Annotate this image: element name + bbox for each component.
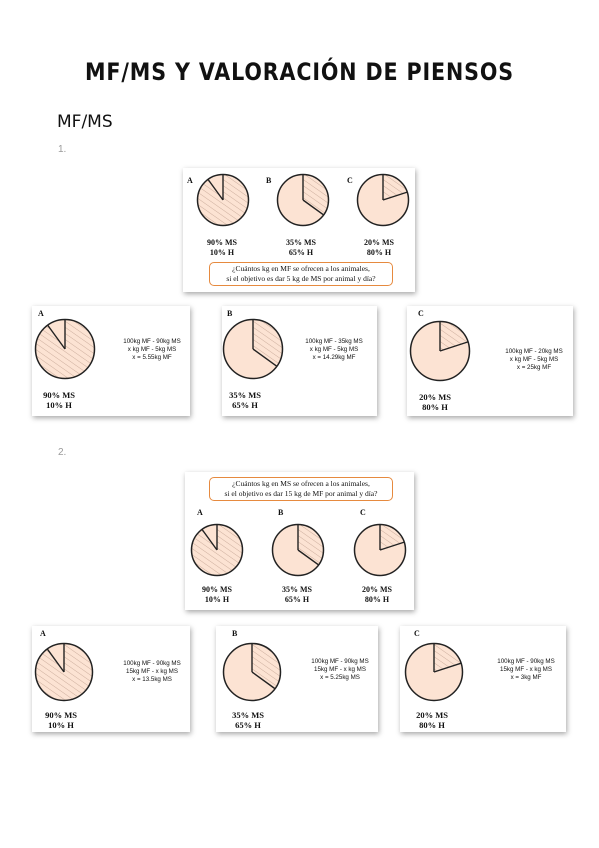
answer-caption: 35% MS 65% H — [229, 390, 261, 410]
question-number-2: 2. — [58, 447, 67, 458]
pie-answer — [404, 642, 464, 702]
option-letter-a: A — [187, 176, 193, 185]
pie-divider — [46, 648, 65, 673]
option-letter-c: C — [347, 176, 353, 185]
pie-divider — [382, 191, 408, 201]
answer-caption: 90% MS 10% H — [43, 390, 75, 410]
section-heading: MF/MS — [57, 112, 113, 132]
calculation: 100kg MF - 90kg MS x kg MF - 5kg MS x = 5.… — [123, 338, 181, 361]
pie-divider — [251, 671, 276, 690]
pie-outline — [34, 318, 96, 380]
pie-option-c — [353, 523, 407, 577]
answer-card-1a: A 100kg MF - 90kg MS x kg MF - 5kg MS x = … — [32, 306, 190, 416]
answer-letter: B — [232, 629, 238, 638]
question-card-1: A B C 90% MS 10% H 35% MS 65% H 20% MS 80% … — [183, 168, 415, 292]
pie-answer — [222, 318, 284, 380]
pie-outline — [196, 173, 250, 227]
pie-outline — [271, 523, 325, 577]
pie-answer — [34, 318, 96, 380]
option-caption-c: 20% MS 80% H — [362, 585, 392, 604]
pie-answer — [222, 642, 282, 702]
pie-outline — [409, 320, 471, 382]
pie-divider — [201, 528, 218, 551]
answer-card-1c: C 100kg MF - 20kg MS x kg MF - 5kg MS x = … — [407, 306, 573, 416]
pie-outline — [276, 173, 330, 227]
question-number-1: 1. — [58, 144, 67, 155]
question-box-2: ¿Cuántos kg en MS se ofrecen a los anima… — [209, 477, 393, 501]
pie-divider — [433, 662, 462, 673]
answer-card-1b: B 100kg MF - 35kg MS x kg MF - 5kg MS x = … — [222, 306, 377, 416]
pie-outline — [34, 642, 94, 702]
answer-letter: C — [414, 629, 420, 638]
pie-outline — [222, 318, 284, 380]
page-title: MF/MS Y VALORACIÓN DE PIENSOS — [85, 58, 514, 86]
pie-divider — [47, 324, 66, 350]
option-caption-a: 90% MS 10% H — [202, 585, 232, 604]
option-caption-c: 20% MS 80% H — [364, 238, 394, 257]
pie-outline — [404, 642, 464, 702]
calculation: 100kg MF - 35kg MS x kg MF - 5kg MS x = 14… — [305, 338, 363, 361]
pie-divider — [297, 549, 320, 566]
answer-letter: C — [418, 309, 424, 318]
pie-divider — [379, 541, 405, 551]
calculation: 100kg MF - 90kg MS 15kg MF - x kg MS x = 3… — [497, 658, 555, 681]
answer-caption: 35% MS 65% H — [232, 710, 264, 730]
pie-divider — [252, 348, 278, 367]
pie-divider — [207, 178, 224, 201]
calculation: 100kg MF - 90kg MS 15kg MF - x kg MS x = 1… — [123, 660, 181, 683]
answer-letter: B — [227, 309, 233, 318]
pie-slice-ms — [252, 643, 281, 689]
answer-letter: A — [40, 629, 46, 638]
pie-outline — [353, 523, 407, 577]
pie-outline — [356, 173, 410, 227]
option-letter-b: B — [266, 176, 272, 185]
pie-option-a — [196, 173, 250, 227]
pie-divider — [302, 199, 325, 216]
pie-answer — [34, 642, 94, 702]
question-card-2: ¿Cuántos kg en MS se ofrecen a los anima… — [185, 472, 414, 610]
option-letter-b: B — [278, 508, 284, 517]
answer-caption: 20% MS 80% H — [416, 710, 448, 730]
pie-option-b — [276, 173, 330, 227]
pie-outline — [222, 642, 282, 702]
option-letter-c: C — [360, 508, 366, 517]
answer-card-2a: A 100kg MF - 90kg MS 15kg MF - x kg MS x =… — [32, 626, 190, 732]
question-box-1: ¿Cuántos kg en MF se ofrecen a los anima… — [209, 262, 393, 286]
answer-letter: A — [38, 309, 44, 318]
pie-option-a — [190, 523, 244, 577]
pie-divider — [439, 341, 469, 352]
calculation: 100kg MF - 90kg MS 15kg MF - x kg MS x = 5… — [311, 658, 369, 681]
pie-slice-ms — [303, 174, 329, 215]
option-letter-a: A — [197, 508, 203, 517]
option-caption-a: 90% MS 10% H — [207, 238, 237, 257]
answer-card-2b: B 100kg MF - 90kg MS 15kg MF - x kg MS x =… — [216, 626, 378, 732]
pie-slice-ms — [298, 524, 324, 565]
pie-option-c — [356, 173, 410, 227]
answer-caption: 90% MS 10% H — [45, 710, 77, 730]
calculation: 100kg MF - 20kg MS x kg MF - 5kg MS x = 25… — [505, 348, 563, 371]
pie-outline — [190, 523, 244, 577]
pie-answer — [409, 320, 471, 382]
option-caption-b: 35% MS 65% H — [282, 585, 312, 604]
option-caption-b: 35% MS 65% H — [286, 238, 316, 257]
answer-card-2c: C 100kg MF - 90kg MS 15kg MF - x kg MS x =… — [400, 626, 566, 732]
answer-caption: 20% MS 80% H — [419, 392, 451, 412]
pie-option-b — [271, 523, 325, 577]
pie-slice-ms — [253, 319, 283, 367]
